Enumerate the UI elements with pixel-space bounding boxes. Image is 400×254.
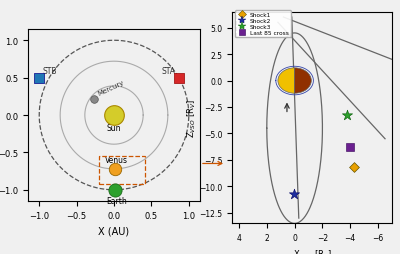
- Text: Earth: Earth: [106, 196, 127, 205]
- Text: STB: STB: [43, 66, 58, 75]
- Point: [112, 188, 119, 192]
- Point: [347, 146, 354, 150]
- Point: [351, 166, 358, 170]
- X-axis label: X (AU): X (AU): [98, 225, 130, 235]
- Point: [176, 76, 182, 80]
- Point: [344, 114, 351, 118]
- Text: Mercury: Mercury: [97, 80, 125, 97]
- Bar: [99, 156, 146, 184]
- Point: [291, 192, 297, 196]
- Wedge shape: [278, 69, 295, 94]
- Text: STA: STA: [161, 66, 175, 75]
- Legend: Shock1, Shock2, Shock3, Last 85 cross: Shock1, Shock2, Shock3, Last 85 cross: [235, 11, 291, 38]
- Point: [112, 167, 119, 171]
- Point: [91, 97, 97, 101]
- Text: Venus: Venus: [105, 155, 128, 164]
- Text: Sun: Sun: [107, 123, 121, 132]
- X-axis label: X$_{VSO}$ [R$_V$]: X$_{VSO}$ [R$_V$]: [292, 248, 332, 254]
- Wedge shape: [295, 69, 311, 94]
- Point: [111, 114, 117, 118]
- Point: [36, 76, 42, 80]
- Y-axis label: Z$_{VSO}$ [R$_V$]: Z$_{VSO}$ [R$_V$]: [185, 99, 198, 137]
